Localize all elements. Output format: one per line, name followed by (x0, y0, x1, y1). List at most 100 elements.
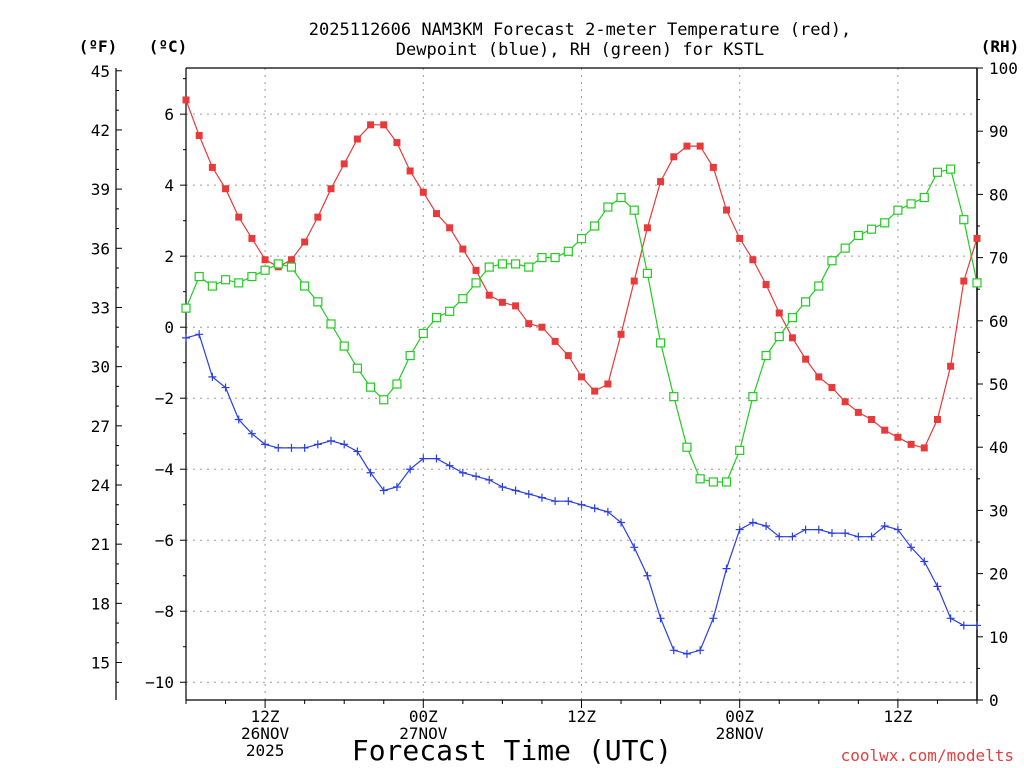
temperature-point (868, 416, 876, 424)
dewpoint-point (313, 440, 322, 449)
dewpoint-point (221, 383, 230, 392)
rh-point (774, 332, 784, 342)
fahrenheit-tick-label: 24 (91, 476, 110, 495)
dewpoint-point (893, 525, 902, 534)
temperature-point (960, 277, 968, 285)
temperature-point (854, 408, 862, 416)
x-tick-label: 12Z (567, 707, 596, 726)
rh-point (220, 275, 231, 285)
x-tick-label: 00Z (409, 707, 438, 726)
fahrenheit-unit-label: (ºF) (79, 37, 118, 56)
temperature-point (287, 256, 295, 264)
celsius-tick-label: −4 (155, 460, 174, 479)
rh-point (181, 303, 191, 313)
dewpoint-point (327, 436, 336, 445)
axes: 45423936333027242118156420−2−4−6−8−10100… (91, 59, 1018, 760)
series-layer (181, 96, 982, 658)
rh-point (603, 202, 613, 212)
temperature-point (248, 234, 256, 242)
dewpoint-point (735, 525, 744, 534)
rh-point (959, 215, 969, 225)
temperature-point (432, 210, 440, 218)
rh-point (352, 363, 362, 373)
celsius-tick-label: 6 (164, 105, 174, 124)
temperature-point (788, 334, 796, 342)
x-tick-label: 27NOV (399, 724, 448, 743)
dewpoint-point (247, 429, 256, 438)
temperature-point (762, 281, 770, 289)
rh-tick-label: 90 (989, 122, 1008, 141)
x-tick-label: 12Z (251, 707, 280, 726)
rh-point (590, 221, 600, 231)
temperature-point (894, 433, 902, 441)
rh-point (431, 313, 442, 323)
rh-point (418, 328, 428, 339)
temperature-point (380, 121, 388, 129)
temperature-point (578, 373, 585, 381)
rh-point (893, 205, 903, 215)
temperature-point (182, 96, 190, 104)
dewpoint-point (498, 482, 507, 491)
rh-point (946, 164, 956, 174)
rh-point (524, 262, 534, 272)
rh-point (708, 477, 718, 487)
chart-title-line-2: Dewpoint (blue), RH (green) for KSTL (396, 40, 764, 60)
rh-point (497, 259, 507, 269)
temperature-point (195, 131, 203, 139)
rh-tick-label: 10 (989, 628, 1008, 647)
rh-point (273, 259, 283, 269)
temperature-point (367, 121, 375, 129)
dewpoint-point (485, 475, 494, 484)
rh-point (814, 281, 824, 291)
dewpoint-point (696, 646, 705, 655)
rh-point (880, 218, 890, 228)
temperature-point (327, 185, 335, 193)
rh-point (629, 205, 639, 215)
dewpoint-point (366, 468, 375, 477)
rh-point (682, 442, 692, 452)
rh-point (260, 265, 270, 275)
rh-point (669, 392, 679, 402)
rh-point (194, 271, 204, 282)
rh-point (695, 474, 705, 484)
fahrenheit-tick-label: 30 (91, 358, 110, 377)
celsius-tick-label: −10 (145, 673, 174, 692)
rh-point (339, 341, 349, 351)
rh-tick-label: 20 (989, 565, 1008, 584)
temperature-point (459, 245, 467, 253)
dewpoint-point (392, 482, 401, 491)
rh-point (510, 259, 521, 269)
temperature-point (261, 256, 269, 264)
temperature-point (933, 416, 941, 424)
temperature-point (815, 373, 823, 381)
celsius-tick-label: −2 (155, 389, 174, 408)
dewpoint-point (617, 518, 626, 527)
temperature-point (670, 153, 678, 161)
dewpoint-point (907, 543, 916, 552)
temperature-point (657, 178, 665, 186)
rh-tick-label: 0 (989, 691, 999, 710)
temperature-point (841, 398, 849, 406)
rh-point (379, 395, 389, 405)
temperature-point (604, 380, 612, 388)
rh-point (919, 192, 929, 203)
temperature-point (301, 238, 309, 246)
dewpoint-point (722, 564, 731, 573)
rh-point (616, 192, 626, 203)
fahrenheit-tick-label: 39 (91, 180, 110, 199)
temperature-point (973, 234, 981, 242)
temperature-point (222, 185, 230, 193)
temperature-point (643, 224, 651, 232)
temperature-point (353, 135, 361, 143)
temperature-point (683, 142, 691, 150)
rh-tick-label: 40 (989, 438, 1008, 457)
temperature-point (485, 291, 493, 299)
temperature-point (538, 323, 546, 331)
temperature-point (775, 309, 783, 317)
dewpoint-point (827, 529, 836, 538)
rh-point (313, 297, 323, 307)
rh-point (576, 234, 587, 244)
dewpoint-point (709, 614, 718, 623)
temperature-point (736, 234, 744, 242)
